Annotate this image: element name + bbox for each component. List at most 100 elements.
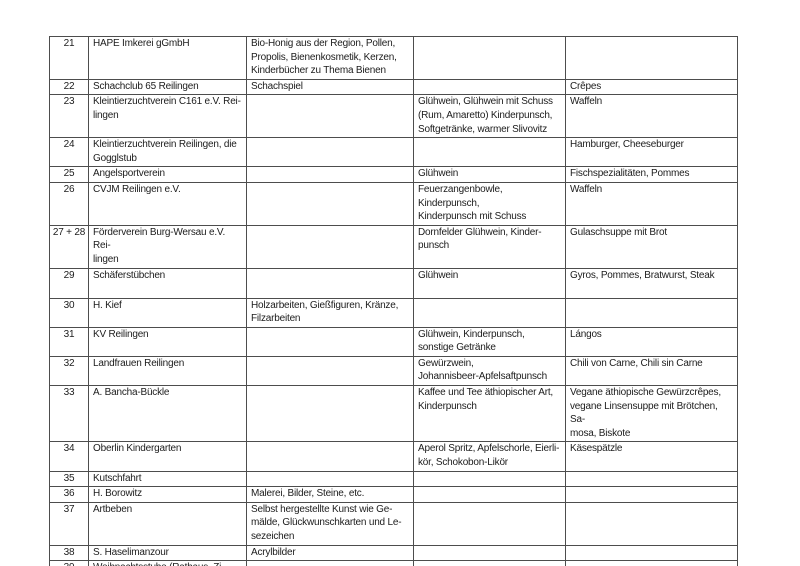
table-cell: Acrylbilder [246, 544, 414, 562]
table-cell [413, 560, 566, 566]
stalls-table: 21 HAPE Imkerei gGmbH Bio-Honig aus der Re… [49, 36, 738, 566]
table-row: 37 Artbeben Selbst hergestellte Kunst wie … [49, 501, 738, 546]
table-cell: 37 [49, 501, 89, 546]
table-cell: Artbeben [88, 501, 247, 546]
table-cell: Förderverein Burg-Wersau e.V. Rei- linge… [88, 224, 247, 269]
table-cell: Feuerzangenbowle, Kinderpunsch, Kinderpu… [413, 181, 566, 226]
table-cell [565, 544, 738, 562]
table-cell: Glühwein [413, 267, 566, 299]
table-row: 38 S. Haselimanzour Acrylbilder [49, 544, 738, 562]
table-row: 22 Schachclub 65 Reilingen Schachspiel Crêp… [49, 78, 738, 96]
table-row: 26 CVJM Reilingen e.V. Feuerzangenbowle, K… [49, 181, 738, 226]
table-cell: Kutschfahrt [88, 470, 247, 488]
table-cell [246, 137, 414, 168]
table-cell: Landfrauen Reilingen [88, 355, 247, 387]
table-cell: KV Reilingen [88, 326, 247, 357]
table-cell: Gewürzwein, Johannisbeer-Apfelsaftpunsch [413, 355, 566, 387]
table-cell: 34 [49, 441, 89, 472]
table-cell [413, 78, 566, 96]
table-row: 23 Kleintierzuchtverein C161 e.V. Rei- li… [49, 94, 738, 139]
table-cell: Gyros, Pommes, Bratwurst, Steak [565, 267, 738, 299]
table-cell [413, 297, 566, 328]
table-cell [413, 137, 566, 168]
table-cell: HAPE Imkerei gGmbH [88, 36, 247, 80]
table-cell [246, 326, 414, 357]
table-cell [246, 267, 414, 299]
table-cell: A. Bancha-Bückle [88, 385, 247, 443]
table-cell: Selbst hergestellte Kunst wie Ge- mälde,… [246, 501, 414, 546]
table-row: 27 + 28 Förderverein Burg-Wersau e.V. Rei… [49, 224, 738, 269]
table-cell: Chili von Carne, Chili sin Carne [565, 355, 738, 387]
table-row: 25 Angelsportverein Glühwein Fischspezialit… [49, 166, 738, 183]
table-cell: Schachclub 65 Reilingen [88, 78, 247, 96]
table-cell: 35 [49, 470, 89, 488]
table-cell: 36 [49, 486, 89, 503]
table-cell: 25 [49, 166, 89, 183]
table-cell: 33 [49, 385, 89, 443]
table-cell: 27 + 28 [49, 224, 89, 269]
table-row: 31 KV Reilingen Glühwein, Kinderpunsch, so… [49, 326, 738, 357]
table-cell: Aperol Spritz, Apfelschorle, Eierli- kör… [413, 441, 566, 472]
table-cell: Glühwein [413, 166, 566, 183]
table-row: 29 Schäferstübchen Glühwein Gyros, Pommes, … [49, 267, 738, 299]
table-cell: Dornfelder Glühwein, Kinder- punsch [413, 224, 566, 269]
table-cell: Schachspiel [246, 78, 414, 96]
table-cell: H. Kief [88, 297, 247, 328]
table-cell [246, 355, 414, 387]
table-cell: Angelsportverein [88, 166, 247, 183]
table-row: 30 H. Kief Holzarbeiten, Gießfiguren, Krän… [49, 297, 738, 328]
table-cell [413, 486, 566, 503]
table-cell: 38 [49, 544, 89, 562]
table-row: 34 Oberlin Kindergarten Aperol Spritz, Apf… [49, 441, 738, 472]
table-cell [565, 297, 738, 328]
table-cell: Crêpes [565, 78, 738, 96]
table-cell: Waffeln [565, 181, 738, 226]
table-cell [565, 501, 738, 546]
table-cell: Kleintierzuchtverein Reilingen, die Gogg… [88, 137, 247, 168]
table-cell: 22 [49, 78, 89, 96]
table-cell: Glühwein, Kinderpunsch, sonstige Getränk… [413, 326, 566, 357]
table-cell [246, 224, 414, 269]
table-cell: H. Borowitz [88, 486, 247, 503]
table-cell [565, 486, 738, 503]
table-cell: Waffeln [565, 94, 738, 139]
stalls-table-body: 21 HAPE Imkerei gGmbH Bio-Honig aus der Re… [49, 36, 738, 566]
table-row: 33 A. Bancha-Bückle Kaffee und Tee äthiopi… [49, 385, 738, 443]
table-cell [413, 544, 566, 562]
table-cell: Hamburger, Cheeseburger [565, 137, 738, 168]
table-cell: Vegane äthiopische Gewürzcrêpes, vegane … [565, 385, 738, 443]
table-cell: Kaffee und Tee äthiopischer Art, Kinderp… [413, 385, 566, 443]
table-cell [413, 36, 566, 80]
table-row: 32 Landfrauen Reilingen Gewürzwein, Johann… [49, 355, 738, 387]
table-cell [246, 441, 414, 472]
table-cell: 32 [49, 355, 89, 387]
table-cell: Holzarbeiten, Gießfiguren, Kränze, Filza… [246, 297, 414, 328]
table-cell [246, 470, 414, 488]
table-cell: 26 [49, 181, 89, 226]
table-cell: Schäferstübchen [88, 267, 247, 299]
table-cell: 29 [49, 267, 89, 299]
table-row: 21 HAPE Imkerei gGmbH Bio-Honig aus der Re… [49, 36, 738, 80]
table-cell [413, 470, 566, 488]
table-row: 35 Kutschfahrt [49, 470, 738, 488]
table-cell: Oberlin Kindergarten [88, 441, 247, 472]
table-cell: 24 [49, 137, 89, 168]
table-row: 36 H. Borowitz Malerei, Bilder, Steine, et… [49, 486, 738, 503]
table-cell: Kleintierzuchtverein C161 e.V. Rei- ling… [88, 94, 247, 139]
table-cell: Glühwein, Glühwein mit Schuss (Rum, Amar… [413, 94, 566, 139]
table-cell: 31 [49, 326, 89, 357]
table-cell: CVJM Reilingen e.V. [88, 181, 247, 226]
table-cell [246, 166, 414, 183]
table-row: 24 Kleintierzuchtverein Reilingen, die Go… [49, 137, 738, 168]
table-cell [565, 560, 738, 566]
table-cell: Malerei, Bilder, Steine, etc. [246, 486, 414, 503]
table-cell: 30 [49, 297, 89, 328]
table-cell [246, 94, 414, 139]
table-row: 39Weihnachtsstube (Rathaus, Zi. 111) [49, 560, 738, 566]
table-cell: Lángos [565, 326, 738, 357]
table-cell [413, 501, 566, 546]
table-cell: Bio-Honig aus der Region, Pollen, Propol… [246, 36, 414, 80]
table-cell: S. Haselimanzour [88, 544, 247, 562]
table-cell [246, 385, 414, 443]
